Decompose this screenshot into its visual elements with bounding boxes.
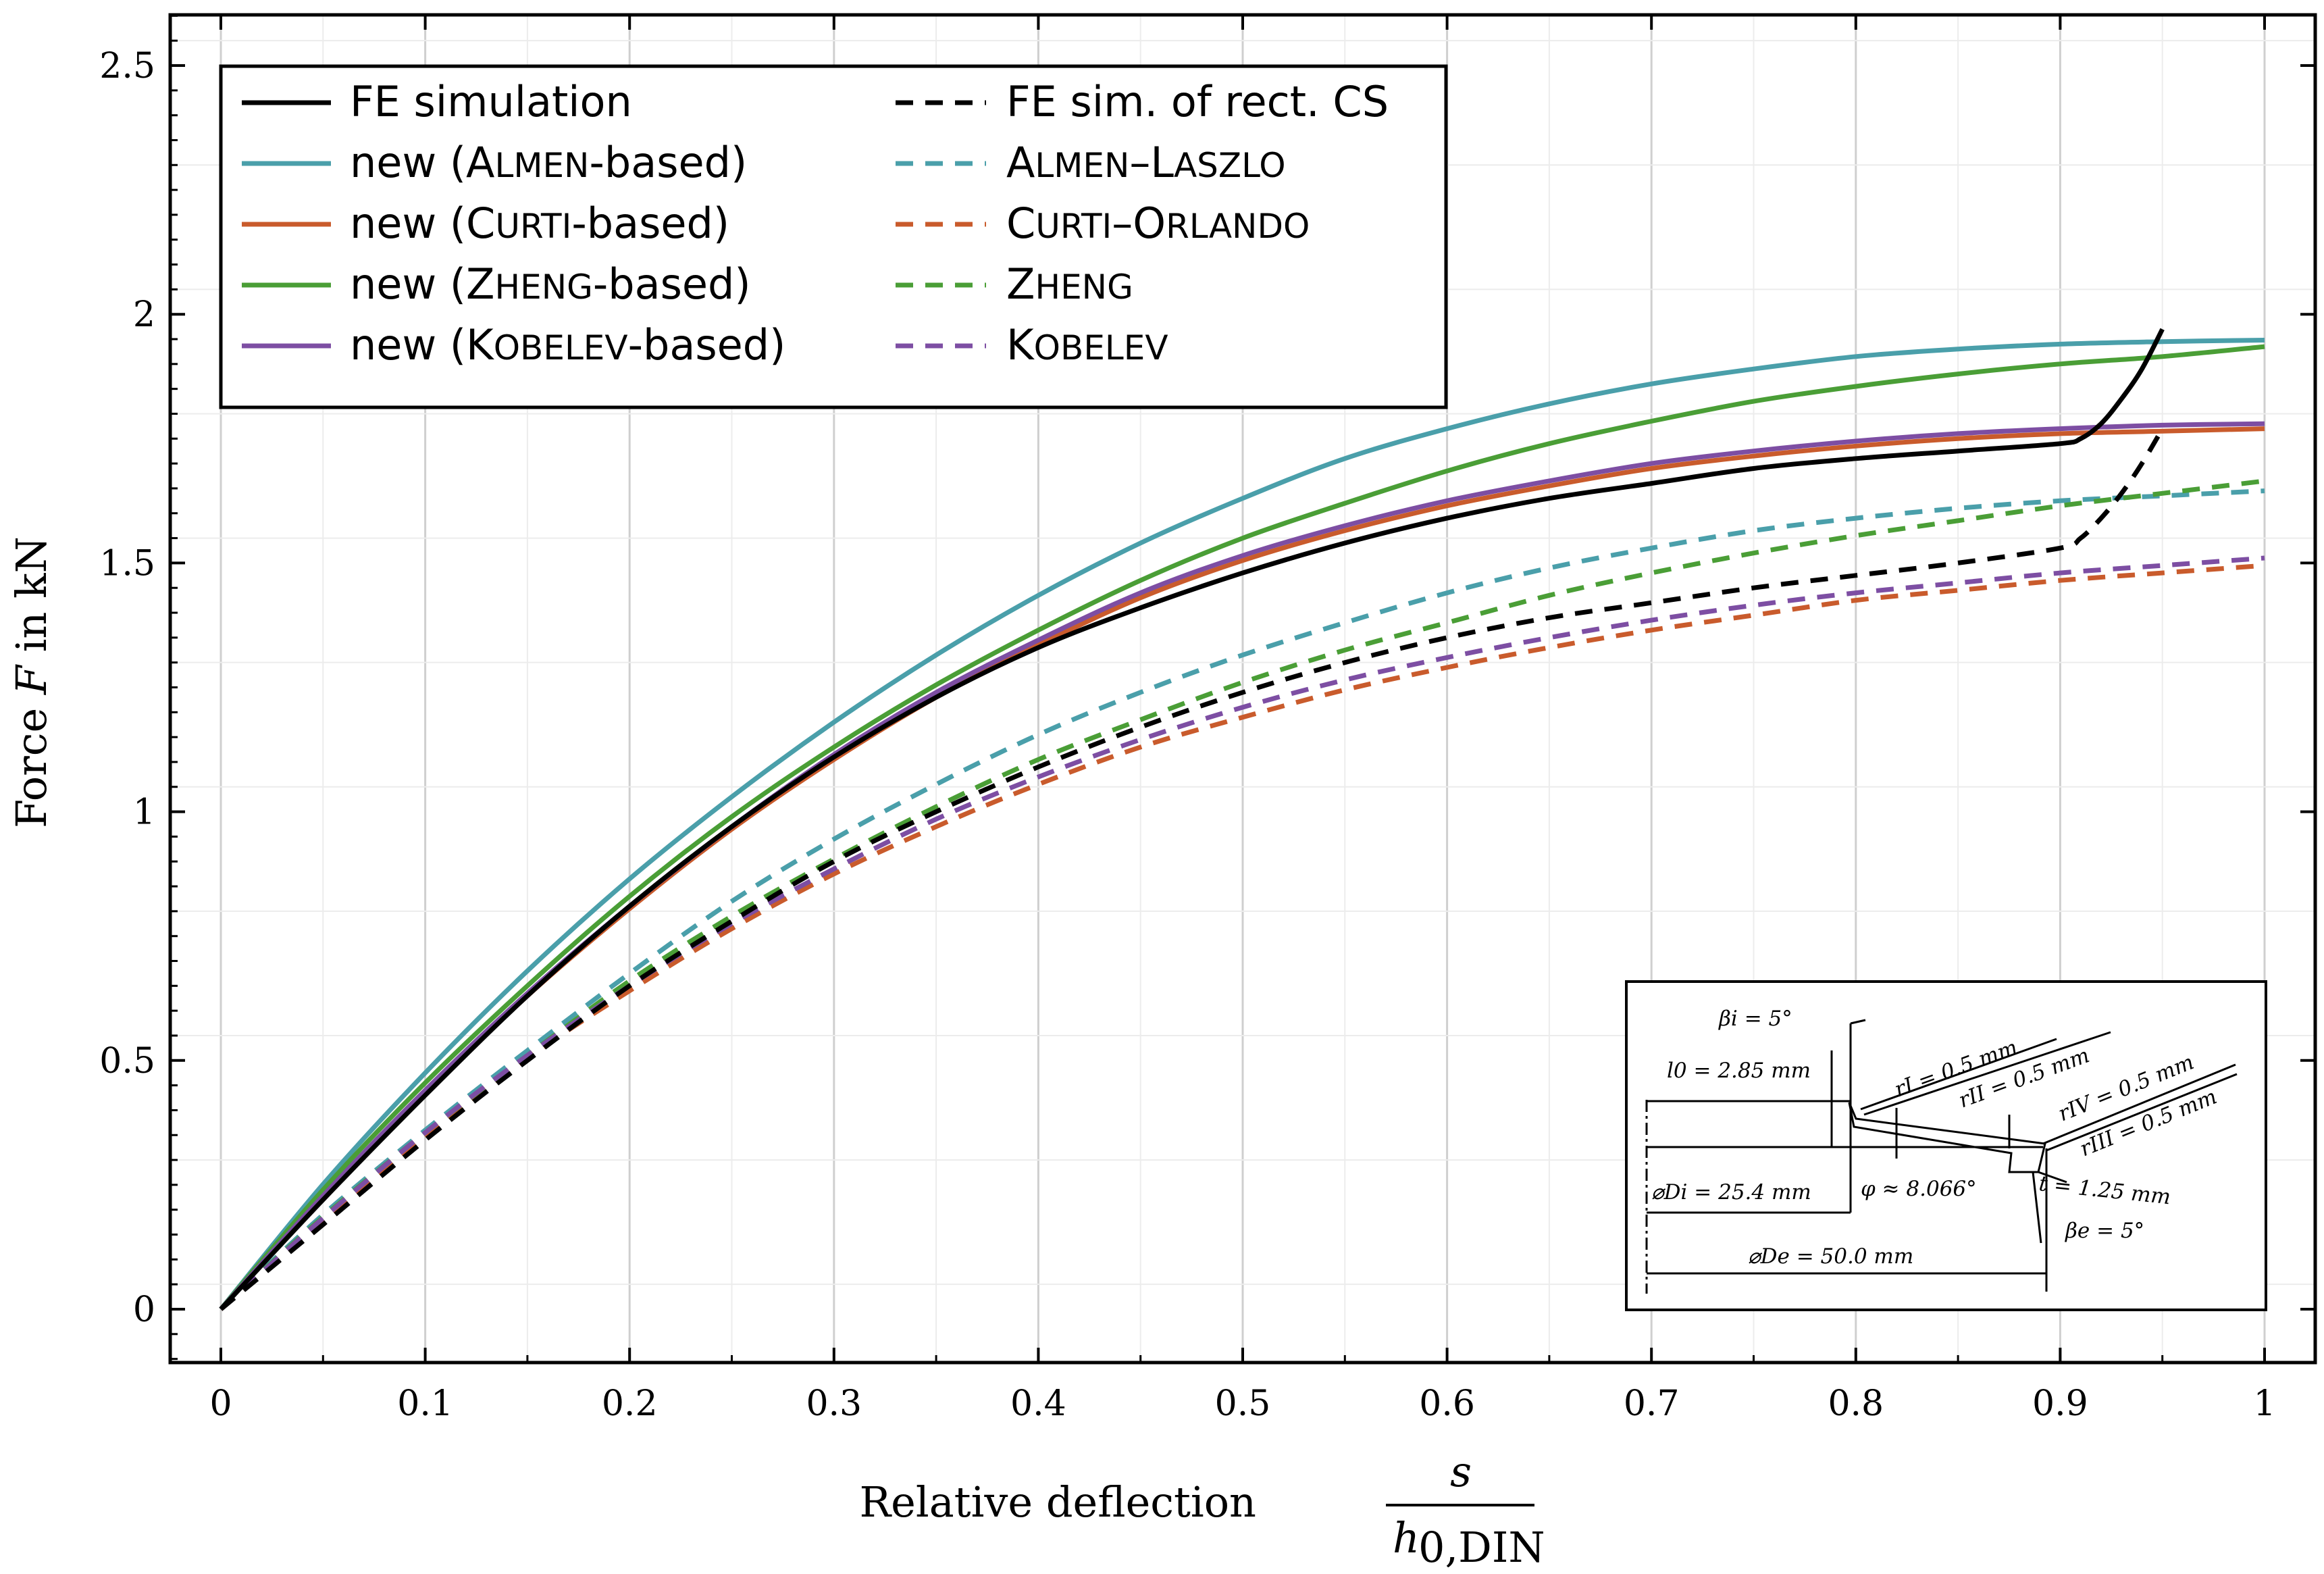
legend-label-part: new (Z <box>350 259 495 309</box>
legend-label-part: RLANDO <box>1166 207 1310 246</box>
legend-label-part: URTI <box>495 207 571 246</box>
series-line-new-zheng-based <box>219 344 2265 1311</box>
inset-label-beta-i: βi = 5° <box>1718 1007 1792 1031</box>
y-tick-label: 0.5 <box>99 1041 155 1082</box>
legend-label-part: -based) <box>628 320 786 370</box>
y-tick-label: 2.5 <box>99 46 155 86</box>
legend-label-part: -based) <box>571 199 729 248</box>
x-tick-label: 0.3 <box>806 1383 862 1424</box>
x-axis-title-denominator-sub: 0,DIN <box>1418 1523 1545 1572</box>
inset-thickness-leader <box>2038 1171 2067 1184</box>
spring-geometry-inset: βi = 5° l0 = 2.85 mm rI = 0.5 mm rII = 0… <box>1625 980 2267 1311</box>
legend-label-part: ASZLO <box>1174 146 1286 185</box>
x-tick-label: 0 <box>209 1383 232 1424</box>
legend-label: ZHENG <box>1006 259 1133 309</box>
legend-label-part: FE simulation <box>350 77 632 126</box>
x-axis-title-prefix: Relative deflection <box>860 1477 1257 1527</box>
x-tick-label: 0.8 <box>1828 1383 1884 1424</box>
inset-radius-III-leader <box>2046 1073 2238 1152</box>
inset-label-outer-diameter: ⌀De = 50.0 mm <box>1748 1244 1913 1269</box>
x-tick-label: 0.1 <box>397 1383 453 1424</box>
legend-label-part: HENG <box>1035 268 1133 307</box>
inset-label-inner-diameter: ⌀Di = 25.4 mm <box>1651 1180 1811 1204</box>
series-line-fe-sim-of-rect-cs <box>219 427 2165 1311</box>
legend-label-part: A <box>1006 138 1035 187</box>
legend-label-part: OBELEV <box>1034 328 1168 367</box>
legend-label-part: new (K <box>350 320 494 370</box>
legend-label: KOBELEV <box>1006 320 1168 370</box>
inset-radius-II-leader <box>1863 1031 2111 1116</box>
series-lines <box>219 328 2265 1311</box>
x-axis-title: Relative deflection s h 0,DIN <box>860 1447 1545 1572</box>
x-tick-label: 1 <box>2253 1383 2275 1424</box>
series-line-kobelev <box>219 555 2265 1311</box>
legend-label-part: new (C <box>350 199 495 248</box>
legend-label: new (ZHENG-based) <box>350 259 751 309</box>
y-axis-title-prefix: Force <box>7 694 56 828</box>
x-axis-title-denominator: h <box>1393 1513 1420 1563</box>
x-axis-title-numerator: s <box>1450 1447 1472 1496</box>
x-tick-label: 0.5 <box>1215 1383 1271 1424</box>
y-tick-label: 0 <box>133 1290 155 1330</box>
legend-label: new (ALMEN-based) <box>350 138 747 187</box>
legend-label-part: –O <box>1112 199 1166 248</box>
legend-label-part: URTI <box>1035 207 1112 246</box>
inset-beta-i-marker <box>1850 1019 1866 1025</box>
legend-label-part: Z <box>1006 259 1035 309</box>
x-tick-label: 0.7 <box>1624 1383 1680 1424</box>
y-tick-label: 1.5 <box>99 543 155 584</box>
inset-radius-I-leader <box>1860 1038 2057 1111</box>
series-line-almen-laszlo <box>219 488 2265 1311</box>
x-tick-label: 0.6 <box>1419 1383 1475 1424</box>
legend-label-part: HENG <box>495 268 593 307</box>
legend-label-part: OBELEV <box>494 328 628 367</box>
y-axis-title-variable: F <box>7 664 56 695</box>
inset-frame <box>1625 980 2267 1311</box>
legend-label: new (KOBELEV-based) <box>350 320 785 370</box>
inset-radius-IV-leader <box>2042 1063 2236 1145</box>
legend-label-part: LMEN <box>494 146 589 185</box>
x-tick-label: 0.4 <box>1010 1383 1066 1424</box>
series-line-fe-simulation <box>219 328 2165 1311</box>
legend-label: ALMEN–LASZLO <box>1006 138 1286 187</box>
legend-label-part: C <box>1006 199 1035 248</box>
axis-ticks: 0 0.1 0.2 0.3 0.4 0.5 0.6 0.7 0.8 0.9 1 0 0.5 1 1.5 2 2.… <box>99 14 2315 1424</box>
inset-beta-e-marker <box>2032 1171 2042 1244</box>
legend-label: CURTI–ORLANDO <box>1006 199 1310 248</box>
legend-label: FE sim. of rect. CS <box>1006 77 1389 126</box>
y-tick-label: 2 <box>133 295 155 335</box>
legend-label-part: -based) <box>593 259 751 309</box>
legend-label-part: -based) <box>589 138 747 187</box>
legend-label: new (CURTI-based) <box>350 199 729 248</box>
y-axis-title: Force F in kN <box>7 536 56 828</box>
legend-box <box>219 64 1448 409</box>
x-tick-label: 0.2 <box>602 1383 658 1424</box>
legend-label-part: –L <box>1129 138 1174 187</box>
legend-label-part: new (A <box>350 138 494 187</box>
inset-cross-section <box>1848 1102 2046 1173</box>
legend-label-part: FE sim. of rect. CS <box>1006 77 1389 126</box>
y-tick-label: 1 <box>133 792 155 833</box>
inset-label-l0: l0 = 2.85 mm <box>1667 1059 1811 1083</box>
x-tick-label: 0.9 <box>2032 1383 2088 1424</box>
inset-label-phi: φ ≈ 8.066° <box>1861 1177 1977 1201</box>
legend-label-part: K <box>1006 320 1035 370</box>
legend-label-part: LMEN <box>1035 146 1129 185</box>
series-line-new-almen-based <box>219 338 2265 1311</box>
inset-label-beta-e: βe = 5° <box>2065 1219 2144 1243</box>
legend-label: FE simulation <box>350 77 632 126</box>
y-axis-title-suffix: in kN <box>7 536 56 665</box>
